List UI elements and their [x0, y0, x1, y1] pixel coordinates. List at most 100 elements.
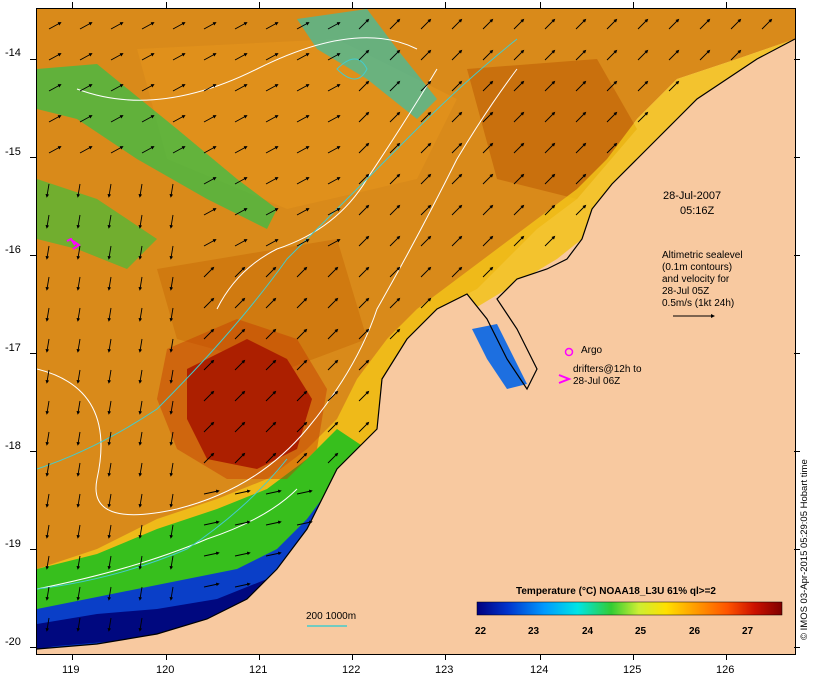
velocity-arrow [420, 235, 432, 247]
bathymetry-label: 200 1000m [306, 611, 357, 622]
velocity-arrow [79, 84, 93, 92]
velocity-arrow [169, 524, 174, 539]
velocity-arrow [389, 266, 401, 278]
velocity-arrow [45, 183, 50, 198]
velocity-arrow [358, 421, 370, 433]
velocity-arrow [203, 115, 217, 123]
argo-label: Argo [581, 345, 603, 356]
velocity-arrow [482, 173, 494, 185]
velocity-arrow [358, 297, 370, 309]
velocity-arrow [76, 586, 81, 601]
altimetry-line-3: and velocity for [662, 274, 730, 285]
velocity-arrow [296, 359, 308, 371]
sst-map [36, 8, 796, 655]
velocity-arrow [141, 53, 155, 61]
velocity-arrow [169, 245, 174, 260]
velocity-arrow [296, 208, 310, 216]
velocity-arrow [327, 421, 339, 433]
velocity-arrow [169, 307, 174, 322]
velocity-arrow [203, 489, 220, 495]
altimetry-line-5: 0.5m/s (1kt 24h) [662, 298, 735, 309]
velocity-arrow [358, 142, 370, 154]
velocity-arrow [76, 524, 81, 539]
blue-band [37, 449, 387, 649]
lat-label-16: -16 [5, 244, 21, 256]
velocity-arrow [544, 204, 556, 216]
velocity-arrow [265, 421, 277, 433]
altimetry-line-2: (0.1m contours) [662, 262, 733, 273]
velocity-arrow [606, 142, 618, 154]
velocity-arrow [575, 173, 587, 185]
velocity-arrow [482, 80, 494, 92]
hot-rim [157, 319, 327, 479]
velocity-arrow [513, 142, 525, 154]
velocity-arrow [234, 146, 248, 154]
lon-label-120: 120 [156, 664, 175, 676]
velocity-arrow [513, 80, 525, 92]
velocity-arrow [265, 53, 279, 61]
lon-label-119: 119 [62, 664, 80, 676]
velocity-arrow [203, 421, 215, 433]
velocity-arrow [637, 111, 649, 123]
velocity-arrow [265, 551, 282, 557]
lon-label-125: 125 [623, 664, 642, 676]
lat-tick [30, 353, 36, 354]
velocity-arrow [234, 582, 251, 588]
velocity-arrow [45, 214, 50, 229]
velocity-arrow [358, 359, 370, 371]
velocity-arrow [141, 84, 155, 92]
velocity-arrow [296, 53, 310, 61]
velocity-arrow [169, 431, 174, 446]
velocity-arrow [203, 177, 217, 185]
velocity-arrow [79, 146, 93, 154]
bathymetry-contour [37, 458, 288, 590]
lat-tick [794, 59, 800, 60]
velocity-arrow [76, 245, 81, 260]
colorbar-label: 23 [528, 626, 540, 637]
velocity-arrow [265, 359, 277, 371]
velocity-arrow [575, 18, 587, 30]
velocity-arrow [107, 586, 112, 601]
velocity-arrow [265, 452, 277, 464]
velocity-arrow [606, 80, 618, 92]
velocity-arrow [141, 115, 155, 123]
velocity-arrow [544, 235, 556, 247]
velocity-arrow [45, 369, 50, 384]
velocity-arrow [107, 617, 112, 632]
velocity-arrow [234, 359, 246, 371]
lon-tick [540, 2, 541, 8]
lon-tick [633, 2, 634, 8]
velocity-arrow [296, 239, 310, 247]
velocity-arrow [482, 142, 494, 154]
velocity-arrow [265, 22, 279, 30]
velocity-arrow [45, 400, 50, 415]
velocity-arrow [45, 307, 50, 322]
velocity-arrow [203, 266, 215, 278]
lon-tick [726, 654, 727, 660]
velocity-arrow [513, 111, 525, 123]
lon-label-126: 126 [716, 664, 735, 676]
lon-tick [352, 654, 353, 660]
velocity-arrow [544, 111, 556, 123]
velocity-arrow [110, 115, 124, 123]
velocity-arrow [327, 297, 339, 309]
velocity-arrow [45, 555, 50, 570]
lat-label-20: -20 [5, 636, 21, 648]
velocity-arrow [203, 84, 217, 92]
velocity-arrow [668, 18, 680, 30]
colorbar-label: 25 [635, 626, 647, 637]
velocity-arrow [234, 84, 248, 92]
colorbar-label: 24 [582, 626, 594, 637]
velocity-arrow [138, 431, 143, 446]
velocity-arrow [420, 80, 432, 92]
velocity-arrow [234, 53, 248, 61]
velocity-arrow [234, 390, 246, 402]
velocity-arrow [234, 22, 248, 30]
velocity-arrow [296, 115, 310, 123]
velocity-arrow [637, 18, 649, 30]
velocity-arrow [420, 49, 432, 61]
velocity-arrow [234, 208, 248, 216]
velocity-arrow [48, 146, 62, 154]
velocity-arrow [76, 369, 81, 384]
velocity-arrow [45, 586, 50, 601]
